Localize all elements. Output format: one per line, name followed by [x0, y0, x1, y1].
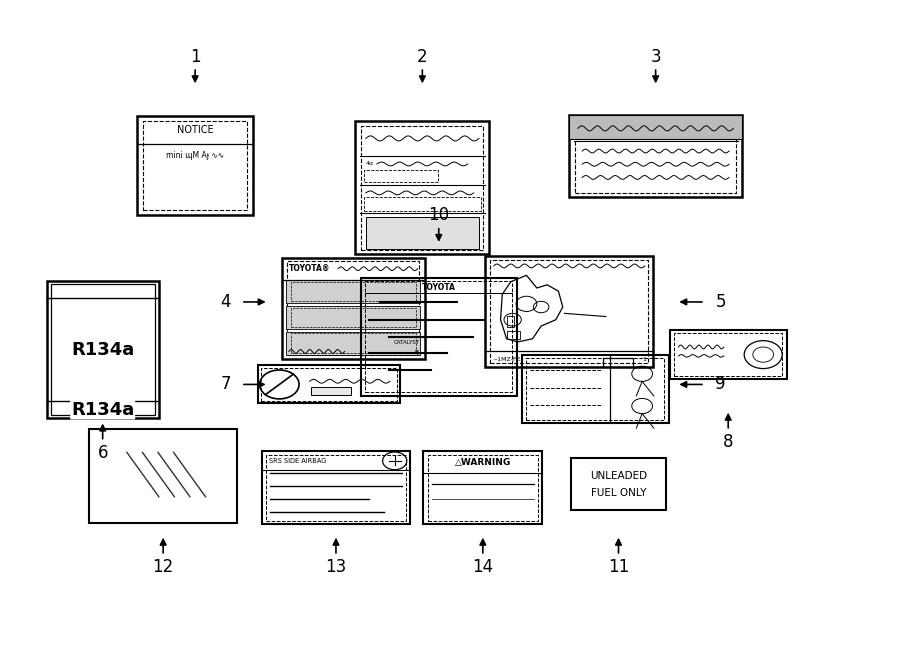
- Bar: [291, 307, 416, 327]
- Text: 10: 10: [428, 206, 449, 224]
- Bar: [569, 115, 742, 139]
- Text: R134a: R134a: [71, 340, 134, 358]
- Bar: [143, 121, 248, 210]
- Bar: [674, 333, 782, 376]
- Text: 1: 1: [643, 357, 646, 362]
- Text: PJ: PJ: [415, 350, 419, 355]
- Bar: [286, 332, 420, 355]
- Text: UNLEADED: UNLEADED: [590, 471, 647, 481]
- Bar: [485, 256, 653, 367]
- Bar: [365, 282, 512, 393]
- Bar: [291, 282, 416, 301]
- Bar: [670, 330, 787, 379]
- Bar: [362, 126, 483, 250]
- Bar: [569, 115, 742, 197]
- Bar: [286, 305, 420, 329]
- Text: 2: 2: [417, 48, 428, 65]
- Text: △WARNING: △WARNING: [454, 458, 511, 467]
- Bar: [365, 217, 479, 249]
- Text: 11: 11: [608, 559, 629, 576]
- Bar: [287, 261, 419, 355]
- Bar: [311, 387, 351, 395]
- Bar: [356, 121, 490, 254]
- Bar: [261, 368, 397, 401]
- Bar: [423, 451, 543, 524]
- Text: 4α: 4α: [365, 161, 374, 167]
- Text: ~1MZ-FE: ~1MZ-FE: [492, 357, 520, 362]
- Bar: [575, 119, 736, 193]
- Bar: [282, 258, 425, 359]
- Text: 13: 13: [325, 559, 346, 576]
- Bar: [361, 278, 517, 395]
- Bar: [364, 197, 481, 211]
- Bar: [508, 316, 515, 327]
- Text: 4: 4: [220, 293, 231, 311]
- Text: TOYOTA®: TOYOTA®: [289, 264, 330, 273]
- Text: CATALYST: CATALYST: [393, 340, 419, 345]
- Text: 3: 3: [651, 48, 661, 65]
- Bar: [491, 260, 648, 363]
- Text: 7: 7: [220, 375, 231, 393]
- Bar: [262, 451, 410, 524]
- Text: 9: 9: [716, 375, 725, 393]
- Text: 6: 6: [97, 444, 108, 462]
- Text: 8: 8: [723, 433, 734, 451]
- Bar: [364, 170, 437, 182]
- Bar: [137, 116, 254, 215]
- Bar: [571, 458, 666, 510]
- Bar: [507, 331, 519, 338]
- Bar: [47, 282, 158, 418]
- Text: 12: 12: [152, 559, 174, 576]
- Text: FUEL ONLY: FUEL ONLY: [590, 488, 646, 498]
- Text: mini ɰM Aɟ ∿∿: mini ɰM Aɟ ∿∿: [166, 151, 224, 160]
- Text: 1: 1: [190, 48, 201, 65]
- Text: 14: 14: [472, 559, 493, 576]
- Text: 5: 5: [716, 293, 725, 311]
- Text: SRS SIDE AIRBAG: SRS SIDE AIRBAG: [268, 458, 326, 464]
- Bar: [526, 358, 664, 420]
- Bar: [291, 333, 416, 353]
- Bar: [50, 284, 155, 414]
- Bar: [286, 280, 420, 303]
- Bar: [257, 366, 400, 403]
- Bar: [89, 430, 238, 524]
- Text: NOTICE: NOTICE: [176, 125, 213, 135]
- Text: R134a: R134a: [71, 401, 134, 418]
- Bar: [428, 455, 538, 521]
- Bar: [266, 455, 406, 521]
- Text: TOYOTA: TOYOTA: [422, 283, 455, 292]
- Bar: [522, 354, 669, 423]
